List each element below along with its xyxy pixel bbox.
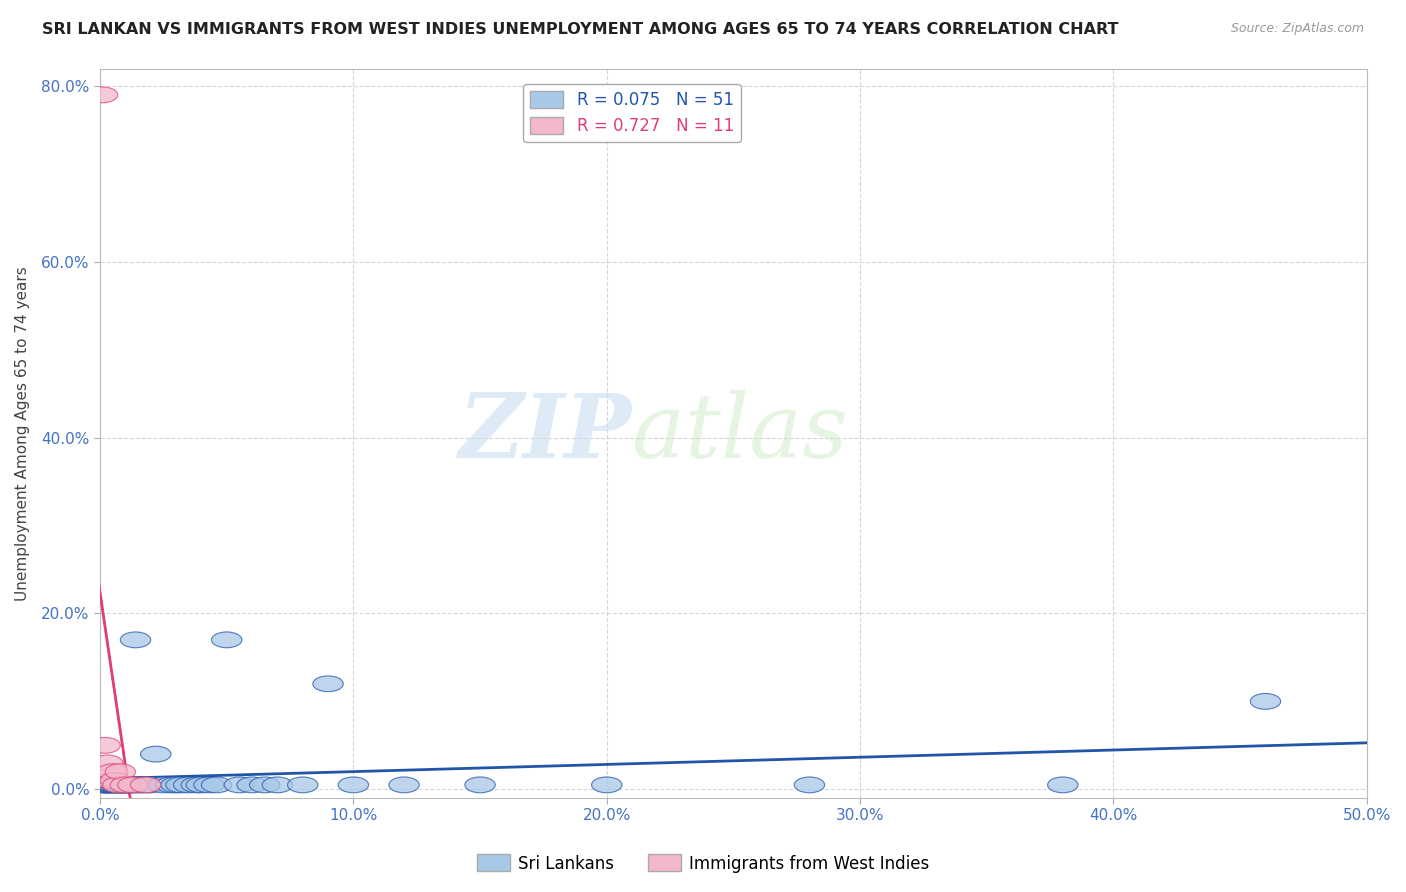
Legend: R = 0.075   N = 51, R = 0.727   N = 11: R = 0.075 N = 51, R = 0.727 N = 11	[523, 84, 741, 142]
Ellipse shape	[108, 777, 138, 793]
Ellipse shape	[118, 777, 148, 793]
Ellipse shape	[105, 764, 135, 780]
Ellipse shape	[173, 777, 204, 793]
Ellipse shape	[186, 777, 217, 793]
Ellipse shape	[93, 777, 122, 793]
Ellipse shape	[1047, 777, 1078, 793]
Ellipse shape	[90, 777, 121, 793]
Ellipse shape	[287, 777, 318, 793]
Y-axis label: Unemployment Among Ages 65 to 74 years: Unemployment Among Ages 65 to 74 years	[15, 266, 30, 600]
Text: ZIP: ZIP	[458, 390, 633, 476]
Ellipse shape	[465, 777, 495, 793]
Ellipse shape	[141, 747, 172, 762]
Ellipse shape	[201, 777, 232, 793]
Ellipse shape	[97, 764, 128, 780]
Ellipse shape	[118, 777, 148, 793]
Ellipse shape	[314, 676, 343, 691]
Ellipse shape	[103, 777, 134, 793]
Ellipse shape	[125, 777, 156, 793]
Ellipse shape	[148, 777, 179, 793]
Ellipse shape	[100, 777, 131, 793]
Ellipse shape	[1250, 693, 1281, 709]
Ellipse shape	[160, 777, 191, 793]
Ellipse shape	[115, 777, 146, 793]
Ellipse shape	[96, 772, 125, 789]
Ellipse shape	[131, 777, 160, 793]
Ellipse shape	[122, 777, 153, 793]
Ellipse shape	[93, 755, 122, 771]
Ellipse shape	[135, 777, 166, 793]
Legend: Sri Lankans, Immigrants from West Indies: Sri Lankans, Immigrants from West Indies	[470, 847, 936, 880]
Ellipse shape	[105, 777, 135, 793]
Ellipse shape	[110, 777, 141, 793]
Ellipse shape	[96, 777, 125, 793]
Ellipse shape	[97, 777, 128, 793]
Ellipse shape	[592, 777, 621, 793]
Ellipse shape	[166, 777, 197, 793]
Ellipse shape	[100, 772, 131, 789]
Text: SRI LANKAN VS IMMIGRANTS FROM WEST INDIES UNEMPLOYMENT AMONG AGES 65 TO 74 YEARS: SRI LANKAN VS IMMIGRANTS FROM WEST INDIE…	[42, 22, 1119, 37]
Ellipse shape	[87, 777, 118, 793]
Ellipse shape	[105, 777, 135, 793]
Ellipse shape	[90, 738, 121, 753]
Ellipse shape	[262, 777, 292, 793]
Ellipse shape	[131, 777, 160, 793]
Text: atlas: atlas	[633, 390, 848, 476]
Ellipse shape	[181, 777, 211, 793]
Ellipse shape	[156, 777, 186, 793]
Ellipse shape	[112, 777, 143, 793]
Ellipse shape	[121, 632, 150, 648]
Ellipse shape	[110, 777, 141, 793]
Text: Source: ZipAtlas.com: Source: ZipAtlas.com	[1230, 22, 1364, 36]
Ellipse shape	[100, 777, 131, 793]
Ellipse shape	[236, 777, 267, 793]
Ellipse shape	[90, 777, 121, 793]
Ellipse shape	[87, 87, 118, 103]
Ellipse shape	[103, 777, 134, 793]
Ellipse shape	[96, 777, 125, 793]
Ellipse shape	[339, 777, 368, 793]
Ellipse shape	[110, 777, 141, 793]
Ellipse shape	[224, 777, 254, 793]
Ellipse shape	[389, 777, 419, 793]
Ellipse shape	[194, 777, 224, 793]
Ellipse shape	[103, 777, 134, 793]
Ellipse shape	[108, 777, 138, 793]
Ellipse shape	[794, 777, 825, 793]
Ellipse shape	[211, 632, 242, 648]
Ellipse shape	[93, 777, 122, 793]
Ellipse shape	[97, 777, 128, 793]
Ellipse shape	[249, 777, 280, 793]
